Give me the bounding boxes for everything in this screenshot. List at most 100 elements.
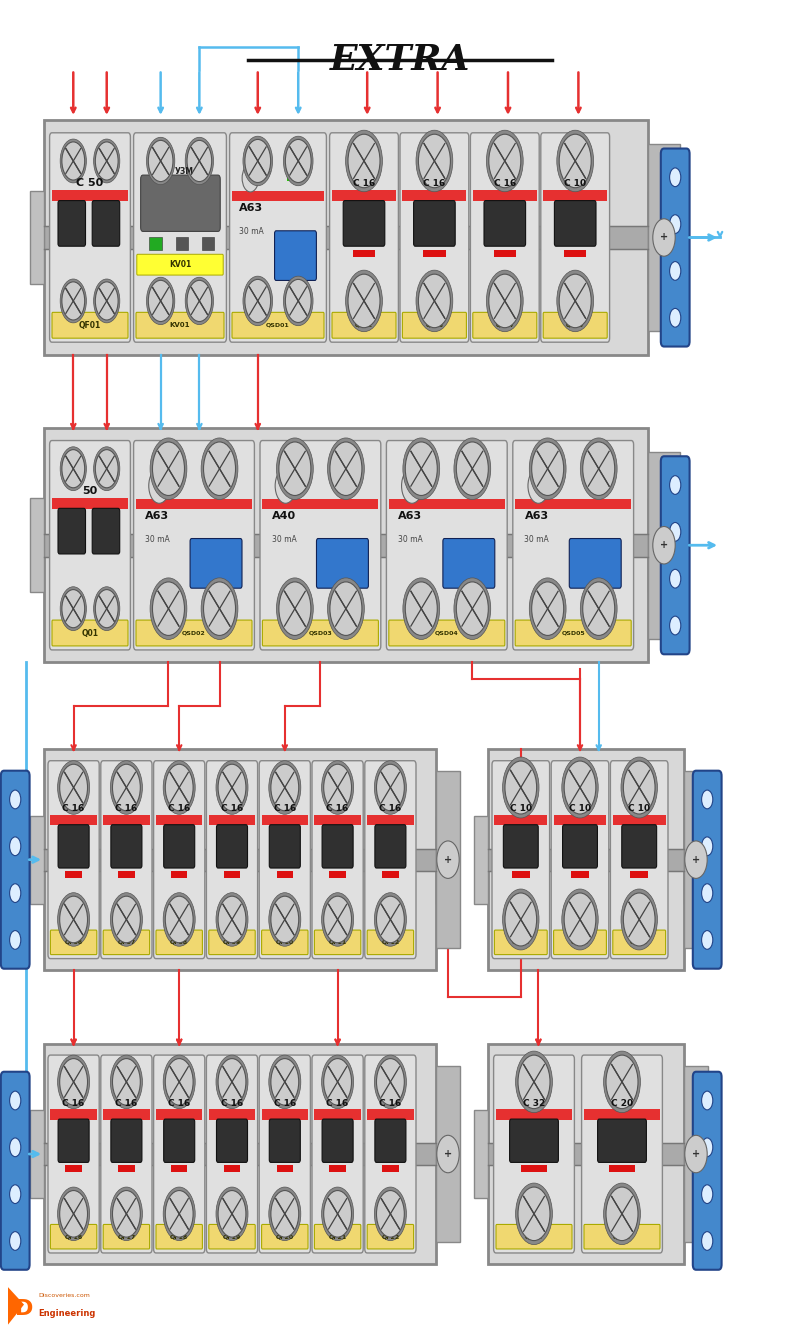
Circle shape	[702, 1231, 713, 1250]
Circle shape	[218, 1191, 246, 1238]
Circle shape	[113, 1058, 140, 1105]
FancyBboxPatch shape	[551, 761, 609, 958]
FancyBboxPatch shape	[443, 538, 494, 589]
Circle shape	[486, 130, 523, 191]
FancyBboxPatch shape	[206, 1056, 258, 1252]
Text: EXTRA: EXTRA	[330, 43, 470, 76]
Circle shape	[374, 1056, 406, 1109]
Circle shape	[203, 442, 235, 495]
Bar	[488, 749, 684, 970]
Text: QF07: QF07	[118, 939, 135, 945]
Bar	[367, 1109, 414, 1120]
Text: QF21: QF21	[329, 1234, 346, 1239]
Circle shape	[166, 1058, 193, 1105]
Bar	[156, 1109, 202, 1120]
Circle shape	[269, 761, 301, 815]
FancyBboxPatch shape	[262, 1224, 308, 1248]
Circle shape	[580, 438, 617, 499]
Bar	[44, 848, 436, 871]
Bar	[209, 1109, 255, 1120]
FancyBboxPatch shape	[136, 312, 224, 339]
FancyBboxPatch shape	[262, 619, 378, 646]
FancyBboxPatch shape	[164, 824, 194, 868]
Circle shape	[456, 442, 488, 495]
FancyBboxPatch shape	[154, 1056, 205, 1252]
FancyBboxPatch shape	[598, 1119, 646, 1163]
Text: QF10: QF10	[276, 939, 294, 945]
FancyBboxPatch shape	[164, 1119, 194, 1163]
FancyBboxPatch shape	[101, 1056, 152, 1252]
Bar	[367, 815, 414, 826]
Circle shape	[95, 282, 118, 320]
Circle shape	[269, 1056, 301, 1109]
Circle shape	[330, 582, 362, 636]
Circle shape	[377, 1191, 404, 1238]
Text: +: +	[660, 233, 668, 242]
Circle shape	[530, 578, 566, 640]
Circle shape	[348, 134, 380, 187]
Circle shape	[271, 764, 298, 811]
Bar	[44, 1044, 436, 1264]
FancyBboxPatch shape	[154, 761, 205, 958]
FancyBboxPatch shape	[209, 1224, 255, 1248]
Circle shape	[702, 1137, 713, 1156]
Text: C 16: C 16	[168, 1098, 190, 1108]
Text: QF15: QF15	[630, 939, 648, 945]
Circle shape	[403, 438, 440, 499]
Circle shape	[557, 270, 594, 332]
Circle shape	[348, 274, 380, 328]
Bar	[684, 1111, 698, 1199]
Circle shape	[163, 892, 195, 946]
Circle shape	[245, 139, 270, 182]
Bar	[496, 1109, 572, 1120]
Circle shape	[279, 582, 311, 636]
Circle shape	[606, 1056, 638, 1109]
Circle shape	[10, 884, 21, 903]
FancyBboxPatch shape	[402, 312, 466, 339]
Bar	[648, 452, 680, 640]
Circle shape	[559, 274, 591, 328]
FancyBboxPatch shape	[332, 312, 396, 339]
Circle shape	[403, 578, 440, 640]
Text: QF13: QF13	[512, 939, 530, 945]
Circle shape	[562, 888, 598, 950]
Circle shape	[277, 438, 314, 499]
FancyBboxPatch shape	[92, 508, 120, 554]
Circle shape	[60, 1191, 87, 1238]
Polygon shape	[8, 1287, 24, 1325]
Bar	[488, 1044, 684, 1264]
Circle shape	[454, 438, 490, 499]
Circle shape	[528, 468, 549, 503]
Bar	[684, 1065, 708, 1242]
Bar	[52, 190, 128, 201]
Circle shape	[94, 139, 120, 183]
Bar	[171, 871, 187, 878]
Bar	[277, 871, 293, 878]
Circle shape	[330, 442, 362, 495]
Circle shape	[203, 582, 235, 636]
Text: C 16: C 16	[221, 804, 243, 814]
FancyBboxPatch shape	[322, 824, 353, 868]
Bar	[474, 816, 488, 904]
FancyBboxPatch shape	[494, 930, 547, 954]
Circle shape	[702, 1092, 713, 1111]
FancyBboxPatch shape	[389, 619, 505, 646]
Text: QF12: QF12	[382, 939, 399, 945]
Bar	[50, 1109, 97, 1120]
FancyBboxPatch shape	[312, 761, 363, 958]
Bar	[224, 1165, 240, 1172]
Text: QF22: QF22	[382, 1234, 399, 1239]
Bar	[436, 1065, 460, 1242]
FancyBboxPatch shape	[365, 761, 416, 958]
Circle shape	[621, 888, 658, 950]
Bar	[436, 771, 460, 947]
Circle shape	[94, 280, 120, 322]
FancyBboxPatch shape	[367, 1224, 414, 1248]
Bar	[224, 871, 240, 878]
Circle shape	[456, 582, 488, 636]
Text: QSD03: QSD03	[309, 630, 332, 636]
Circle shape	[685, 842, 707, 878]
Circle shape	[564, 892, 596, 946]
Circle shape	[95, 142, 118, 181]
Bar	[554, 815, 606, 826]
